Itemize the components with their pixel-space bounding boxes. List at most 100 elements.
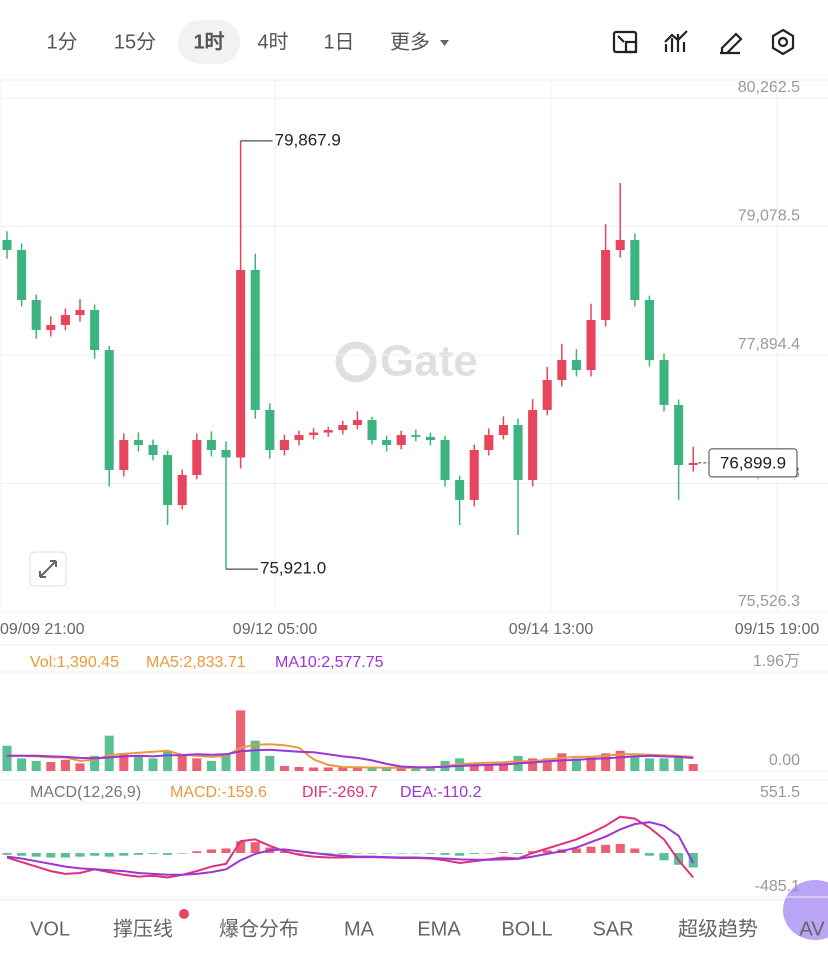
- last-price-box: [708, 448, 798, 478]
- volume-bar: [221, 753, 231, 771]
- indicator-icon[interactable]: [664, 30, 688, 52]
- extreme-label: 79,867.9: [275, 130, 341, 149]
- settings-icon[interactable]: [771, 28, 795, 56]
- indicator-tab[interactable]: SAR: [592, 918, 633, 940]
- assistant-bubble[interactable]: [783, 880, 828, 940]
- candle-body: [367, 419, 377, 441]
- x-tick-label: 09/09 21:00: [0, 621, 85, 638]
- volume-bar: [498, 763, 508, 771]
- macd-bar: [484, 853, 494, 854]
- indicator-legend: Vol:1,390.45: [30, 654, 119, 671]
- volume-bar: [586, 755, 596, 771]
- macd-bar: [455, 853, 465, 856]
- volume-bar: [425, 766, 435, 771]
- interval-tab[interactable]: 1分: [46, 30, 77, 53]
- volume-bar: [104, 735, 114, 771]
- y-tick-label: 1.96万: [753, 653, 800, 670]
- volume-bar: [133, 755, 143, 771]
- candle-body: [250, 269, 260, 410]
- candle-body: [674, 404, 684, 465]
- indicator-line: [7, 748, 694, 769]
- candle-body: [688, 462, 698, 465]
- candle-body: [119, 440, 129, 470]
- x-tick-label: 09/15 19:00: [735, 621, 820, 638]
- layout-icon[interactable]: [612, 30, 638, 54]
- candle-body: [2, 240, 12, 250]
- candle-body: [206, 440, 216, 451]
- watermark: Gate: [335, 337, 478, 386]
- volume-bar: [250, 740, 260, 771]
- indicator-tab[interactable]: 超级趋势: [678, 917, 758, 940]
- volume-bar: [279, 765, 289, 771]
- indicator-tab[interactable]: 撑压线: [113, 917, 173, 940]
- macd-bar: [206, 849, 216, 854]
- last-price-label: 76,899.9: [720, 453, 786, 472]
- volume-bar: [119, 753, 129, 771]
- volume-bar: [206, 760, 216, 771]
- macd-bar: [104, 853, 114, 857]
- candle-body: [148, 445, 158, 455]
- indicator-tab[interactable]: MA: [344, 918, 375, 940]
- candle-body: [484, 435, 494, 451]
- candle-body: [177, 474, 187, 506]
- candle-body: [221, 450, 231, 458]
- macd-bar: [513, 853, 523, 854]
- indicator-tab[interactable]: 爆仓分布: [219, 917, 299, 940]
- interval-tab[interactable]: 1日: [323, 31, 354, 53]
- candle-body: [382, 440, 392, 446]
- interval-tab[interactable]: 4时: [257, 30, 288, 53]
- draw-icon[interactable]: [720, 32, 743, 55]
- volume-bar: [528, 758, 538, 771]
- macd-bar: [615, 843, 625, 854]
- interval-tab[interactable]: 1时: [193, 30, 224, 53]
- macd-bar: [177, 853, 187, 854]
- macd-bar: [250, 842, 260, 854]
- y-tick-label: -485.1: [755, 878, 800, 895]
- candle-body: [571, 360, 581, 371]
- volume-bar: [60, 759, 70, 771]
- candle-body: [615, 240, 625, 250]
- candle-body: [236, 269, 246, 458]
- volume-bar: [338, 766, 348, 771]
- candle-body: [586, 319, 596, 371]
- indicator-tab[interactable]: BOLL: [501, 918, 552, 940]
- indicator-tab[interactable]: AV: [799, 918, 825, 940]
- volume-bar: [265, 755, 275, 771]
- candle-body: [46, 324, 56, 330]
- more-tab[interactable]: 更多: [390, 30, 430, 53]
- macd-bar: [17, 853, 27, 856]
- volume-bar: [484, 764, 494, 771]
- y-tick-label: 77,894.4: [738, 336, 800, 353]
- macd-bar: [2, 853, 12, 855]
- macd-bar: [31, 853, 41, 857]
- macd-bar: [601, 844, 611, 854]
- macd-bar: [338, 853, 348, 854]
- macd-bar: [498, 852, 508, 854]
- volume-bar: [323, 767, 333, 771]
- volume-bar: [31, 760, 41, 771]
- indicator-tab[interactable]: EMA: [417, 918, 461, 940]
- indicator-legend: DEA:-110.2: [400, 784, 482, 801]
- macd-bar: [630, 848, 640, 854]
- expand-icon: [39, 560, 57, 578]
- candle-body: [659, 360, 669, 405]
- macd-bar: [396, 853, 406, 854]
- candle-body: [542, 380, 552, 410]
- macd-bar: [163, 853, 173, 855]
- candle-body: [17, 249, 27, 301]
- volume-bar: [674, 756, 684, 771]
- interval-tab[interactable]: 15分: [114, 30, 156, 53]
- volume-bar: [630, 755, 640, 771]
- candle-body: [513, 425, 523, 480]
- x-tick-label: 09/12 05:00: [233, 621, 318, 638]
- volume-bar: [557, 753, 567, 771]
- macd-bar: [119, 853, 129, 856]
- volume-bar: [469, 763, 479, 771]
- candle-body: [133, 440, 143, 446]
- candle-body: [192, 440, 202, 475]
- macd-bar: [60, 853, 70, 858]
- macd-bar: [542, 850, 552, 854]
- indicator-tab[interactable]: VOL: [30, 918, 70, 940]
- volume-bar: [542, 758, 552, 771]
